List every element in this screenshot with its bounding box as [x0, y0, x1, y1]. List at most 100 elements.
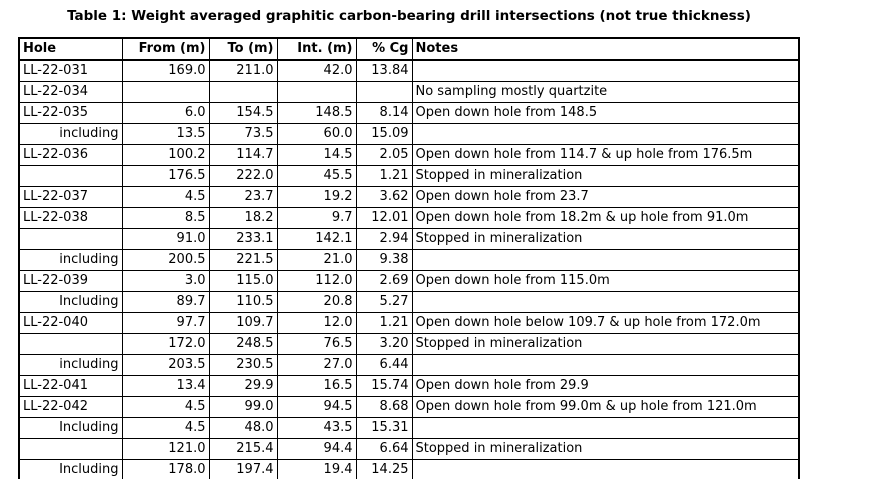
column-header-cg: % Cg [355, 37, 413, 61]
cell-hole [18, 438, 123, 460]
cell-notes: Stopped in mineralization [411, 333, 800, 355]
cell-notes [411, 417, 800, 439]
cell-hole: LL-22-039 [18, 270, 123, 292]
table-row: LL-22-035 6.0 154.5 148.5 8.14 Open down hole… [18, 102, 800, 124]
cell-notes: Open down hole from 115.0m [411, 270, 800, 292]
cell-notes: Stopped in mineralization [411, 165, 800, 187]
header-row: Hole From (m) To (m) Int. (m) % Cg Notes [18, 37, 800, 61]
cell-notes [411, 459, 800, 479]
cell-hole: LL-22-038 [18, 207, 123, 229]
cell-to: 29.9 [208, 375, 278, 397]
cell-int: 19.2 [276, 186, 357, 208]
table-row: LL-22-039 3.0 115.0 112.0 2.69 Open down hole… [18, 270, 800, 292]
cell-from: 200.5 [121, 249, 210, 271]
table-row: Including 89.7 110.5 20.8 5.27 [18, 291, 800, 313]
table-row: LL-22-042 4.5 99.0 94.5 8.68 Open down hole f… [18, 396, 800, 418]
cell-from: 13.5 [121, 123, 210, 145]
cell-to: 114.7 [208, 144, 278, 166]
cell-hole: including [18, 354, 123, 376]
cell-hole: including [18, 249, 123, 271]
cell-hole: including [18, 123, 123, 145]
cell-to: 110.5 [208, 291, 278, 313]
cell-cg: 3.20 [355, 333, 413, 355]
cell-cg: 1.21 [355, 312, 413, 334]
cell-to: 48.0 [208, 417, 278, 439]
cell-hole [18, 333, 123, 355]
cell-from: 172.0 [121, 333, 210, 355]
cell-from: 4.5 [121, 396, 210, 418]
cell-to: 18.2 [208, 207, 278, 229]
cell-to: 109.7 [208, 312, 278, 334]
column-header-int: Int. (m) [276, 37, 357, 61]
table-row: 176.5 222.0 45.5 1.21 Stopped in mineralizat… [18, 165, 800, 187]
cell-cg: 15.31 [355, 417, 413, 439]
cell-hole [18, 228, 123, 250]
cell-notes: Open down hole below 109.7 & up hole fro… [411, 312, 800, 334]
cell-notes [411, 249, 800, 271]
cell-int: 16.5 [276, 375, 357, 397]
cell-to: 221.5 [208, 249, 278, 271]
column-header-hole: Hole [18, 37, 123, 61]
cell-notes [411, 291, 800, 313]
cell-to: 154.5 [208, 102, 278, 124]
drill-intersections-table: Hole From (m) To (m) Int. (m) % Cg Notes… [18, 37, 800, 479]
cell-to: 115.0 [208, 270, 278, 292]
table-row: LL-22-031 169.0 211.0 42.0 13.84 [18, 59, 800, 82]
cell-cg: 2.69 [355, 270, 413, 292]
cell-from: 91.0 [121, 228, 210, 250]
cell-to: 215.4 [208, 438, 278, 460]
table-row: LL-22-038 8.5 18.2 9.7 12.01 Open down hole f… [18, 207, 800, 229]
cell-hole: Including [18, 291, 123, 313]
cell-hole: LL-22-031 [18, 59, 123, 82]
cell-cg: 15.74 [355, 375, 413, 397]
cell-notes: Stopped in mineralization [411, 438, 800, 460]
cell-to: 230.5 [208, 354, 278, 376]
cell-int: 76.5 [276, 333, 357, 355]
cell-hole: LL-22-042 [18, 396, 123, 418]
cell-from [121, 81, 210, 103]
table-title: Table 1: Weight averaged graphitic carbo… [67, 8, 751, 24]
cell-int: 27.0 [276, 354, 357, 376]
cell-cg: 12.01 [355, 207, 413, 229]
cell-from: 176.5 [121, 165, 210, 187]
column-header-to: To (m) [208, 37, 278, 61]
cell-notes: Stopped in mineralization [411, 228, 800, 250]
cell-int: 9.7 [276, 207, 357, 229]
cell-hole: Including [18, 417, 123, 439]
cell-notes [411, 59, 800, 82]
cell-from: 4.5 [121, 186, 210, 208]
table-row: including 203.5 230.5 27.0 6.44 [18, 354, 800, 376]
cell-hole: LL-22-037 [18, 186, 123, 208]
cell-int: 19.4 [276, 459, 357, 479]
cell-notes: Open down hole from 99.0m & up hole from… [411, 396, 800, 418]
cell-cg: 6.44 [355, 354, 413, 376]
cell-hole: LL-22-040 [18, 312, 123, 334]
cell-to: 73.5 [208, 123, 278, 145]
cell-to: 233.1 [208, 228, 278, 250]
cell-int: 21.0 [276, 249, 357, 271]
cell-cg: 8.68 [355, 396, 413, 418]
cell-from: 121.0 [121, 438, 210, 460]
column-header-from: From (m) [121, 37, 210, 61]
cell-int: 43.5 [276, 417, 357, 439]
table-row: LL-22-040 97.7 109.7 12.0 1.21 Open down hole… [18, 312, 800, 334]
cell-int: 112.0 [276, 270, 357, 292]
table-row: LL-22-037 4.5 23.7 19.2 3.62 Open down hole f… [18, 186, 800, 208]
table-row: including 13.5 73.5 60.0 15.09 [18, 123, 800, 145]
cell-from: 8.5 [121, 207, 210, 229]
cell-to: 211.0 [208, 59, 278, 82]
cell-hole: LL-22-041 [18, 375, 123, 397]
cell-cg: 1.21 [355, 165, 413, 187]
table-row: including 200.5 221.5 21.0 9.38 [18, 249, 800, 271]
cell-from: 6.0 [121, 102, 210, 124]
cell-notes: Open down hole from 18.2m & up hole from… [411, 207, 800, 229]
cell-cg: 3.62 [355, 186, 413, 208]
cell-from: 4.5 [121, 417, 210, 439]
cell-hole: LL-22-034 [18, 81, 123, 103]
cell-cg [355, 81, 413, 103]
cell-from: 97.7 [121, 312, 210, 334]
cell-cg: 8.14 [355, 102, 413, 124]
cell-from: 100.2 [121, 144, 210, 166]
cell-hole: LL-22-036 [18, 144, 123, 166]
